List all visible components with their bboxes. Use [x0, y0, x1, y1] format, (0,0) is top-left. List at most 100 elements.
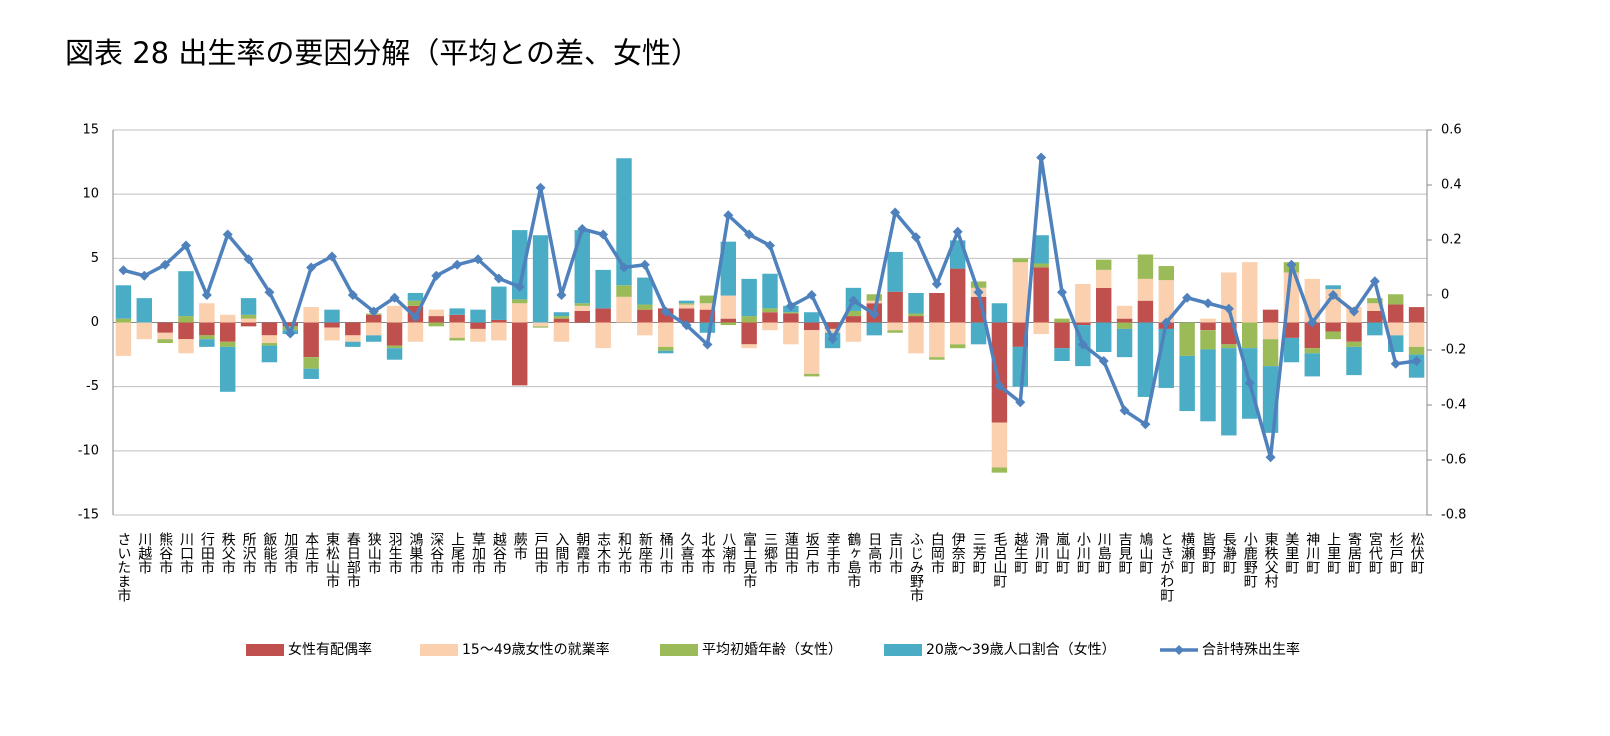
x-tick-label: 宮代町: [1367, 532, 1383, 574]
legend-swatch: [660, 644, 698, 656]
x-tick-label: 滑川町: [1033, 531, 1049, 574]
bar: [991, 303, 1008, 323]
line-marker: [681, 320, 692, 331]
bar: [470, 309, 486, 323]
x-tick-label: ときがわ町: [1158, 532, 1174, 602]
x-tick-label: 杉戸町: [1388, 532, 1404, 574]
line-marker: [1140, 419, 1151, 430]
line-marker: [1411, 356, 1422, 366]
bar: [240, 322, 257, 327]
bar: [991, 322, 1008, 423]
y-tick-label: -15: [78, 508, 99, 523]
x-tick-label: 羽生市: [387, 532, 403, 574]
bar: [991, 467, 1008, 473]
x-tick-label: 毛呂山町: [991, 532, 1007, 588]
bar: [365, 314, 382, 323]
x-tick-label: 鳩山町: [1137, 532, 1153, 574]
line-marker: [765, 240, 775, 251]
bar: [616, 158, 632, 286]
line-marker: [264, 287, 275, 298]
bar: [1367, 298, 1383, 304]
bar: [303, 368, 319, 379]
line-marker: [473, 254, 483, 265]
bar: [1137, 278, 1154, 301]
line-marker: [1098, 356, 1109, 366]
bar: [553, 312, 570, 317]
bar: [219, 314, 236, 323]
bar: [720, 241, 737, 296]
bar: [949, 322, 966, 345]
bar: [178, 322, 194, 340]
x-tick-label: 草加市: [470, 532, 486, 574]
bar: [866, 300, 883, 304]
line-marker: [1036, 152, 1047, 163]
x-tick-label: 志木市: [595, 532, 611, 574]
line-marker: [890, 207, 901, 218]
bar: [1283, 337, 1300, 363]
bar: [908, 316, 924, 323]
bar: [282, 322, 299, 327]
line-marker: [639, 259, 650, 270]
bar: [1304, 353, 1321, 377]
bar: [1262, 339, 1279, 367]
x-tick-label: 入間市: [553, 532, 569, 574]
bar: [949, 344, 966, 349]
bar: [532, 326, 549, 328]
bar: [1283, 322, 1300, 338]
bar: [574, 310, 591, 323]
line-marker: [1307, 317, 1318, 328]
bar: [1304, 322, 1321, 349]
line-marker: [1244, 378, 1255, 388]
bar: [1367, 303, 1383, 311]
bar: [553, 322, 570, 342]
bar: [345, 335, 361, 342]
bar: [1262, 309, 1279, 323]
line-marker: [744, 229, 755, 240]
bar: [1095, 287, 1112, 323]
bar: [720, 322, 737, 326]
bar: [1075, 322, 1091, 326]
bar: [845, 316, 862, 323]
x-tick-label: 本庄市: [303, 532, 319, 574]
line-marker: [1328, 290, 1339, 300]
line-marker: [952, 226, 963, 237]
bar: [1387, 304, 1404, 323]
line-marker: [243, 254, 254, 265]
bar: [386, 305, 403, 323]
bar: [699, 303, 716, 310]
legend-label: 20歳～39歳人口割合（女性）: [926, 641, 1116, 658]
x-tick-label: 蕨市: [512, 532, 528, 560]
x-tick-label: 秩父市: [220, 532, 236, 574]
bar: [741, 344, 757, 349]
bar: [657, 350, 674, 354]
bar: [407, 292, 424, 301]
bar: [887, 251, 903, 292]
bar: [1095, 322, 1112, 353]
x-tick-label: 皆野町: [1200, 532, 1216, 574]
legend-swatch: [246, 644, 284, 656]
bar: [1158, 328, 1175, 388]
bar: [574, 305, 591, 311]
x-tick-label: 伊奈町: [950, 532, 966, 574]
x-tick-label: 朝霞市: [574, 532, 590, 574]
line-marker: [869, 309, 880, 320]
bar: [1054, 318, 1070, 323]
y-tick-label: 5: [91, 251, 99, 266]
bar: [345, 341, 361, 347]
x-tick-label: 北本市: [699, 532, 715, 574]
bar: [1408, 322, 1425, 347]
bar: [553, 318, 570, 323]
line-marker: [827, 334, 838, 344]
line-marker: [181, 240, 191, 251]
x-tick-label: 長瀞町: [1221, 532, 1237, 574]
x-tick-label: 熊谷市: [157, 532, 173, 574]
bar: [511, 230, 528, 300]
bar: [1054, 348, 1070, 361]
bar: [1325, 322, 1341, 332]
bar: [1033, 322, 1049, 335]
line-marker: [118, 265, 129, 276]
bar: [1116, 328, 1133, 358]
x-tick-label: 寄居町: [1346, 531, 1362, 574]
line-marker: [785, 301, 796, 311]
bar: [491, 322, 507, 341]
